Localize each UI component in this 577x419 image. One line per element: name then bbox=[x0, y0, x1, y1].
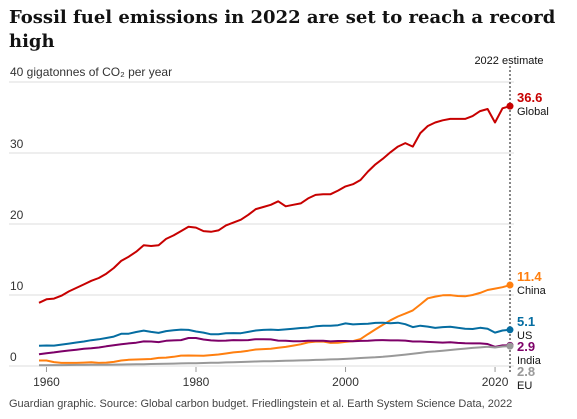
series-endpoint-us bbox=[506, 326, 514, 334]
estimate-marker: 2022 estimate bbox=[474, 55, 544, 372]
series-name-us: US bbox=[517, 330, 532, 342]
estimate-label: 2022 estimate bbox=[474, 55, 543, 67]
y-axis-label: 40 gigatonnes of CO₂ per year bbox=[10, 65, 172, 79]
y-tick-label-20: 20 bbox=[10, 208, 24, 222]
series-line-eu bbox=[38, 345, 511, 367]
series-name-china: China bbox=[517, 285, 547, 297]
series-value-us: 5.1 bbox=[517, 314, 535, 329]
x-tick-label-2020: 2020 bbox=[482, 375, 509, 389]
series-value-india: 2.9 bbox=[517, 339, 535, 354]
y-tick-label-10: 10 bbox=[10, 279, 24, 293]
series-value-eu: 2.8 bbox=[517, 364, 535, 379]
x-tick-label-2000: 2000 bbox=[332, 375, 359, 389]
axes: 0 10 20 30 40 gigatonnes of CO₂ per year 1960… bbox=[10, 65, 509, 389]
x-tick-label-1980: 1980 bbox=[183, 375, 210, 389]
series-line-india bbox=[38, 337, 510, 356]
series-line-us bbox=[38, 321, 511, 347]
source-footer: Guardian graphic. Source: Global carbon … bbox=[9, 398, 513, 410]
y-tick-label-30: 30 bbox=[10, 137, 24, 151]
x-tick-label-1960: 1960 bbox=[33, 375, 60, 389]
series-value-china: 11.4 bbox=[517, 269, 542, 284]
gridlines bbox=[9, 81, 514, 367]
y-tick-label-0: 0 bbox=[10, 350, 17, 364]
series-lines bbox=[38, 102, 514, 367]
series-endpoint-global bbox=[506, 102, 514, 110]
series-name-india: India bbox=[517, 355, 542, 367]
series-endpoint-eu bbox=[506, 342, 514, 350]
series-line-global bbox=[38, 105, 511, 304]
series-name-eu: EU bbox=[517, 380, 532, 392]
chart-title: Fossil fuel emissions in 2022 are set to… bbox=[9, 7, 556, 52]
series-name-global: Global bbox=[517, 106, 549, 118]
series-value-global: 36.6 bbox=[517, 90, 542, 105]
series-endpoint-china bbox=[506, 281, 514, 289]
series-line-china bbox=[39, 284, 511, 364]
